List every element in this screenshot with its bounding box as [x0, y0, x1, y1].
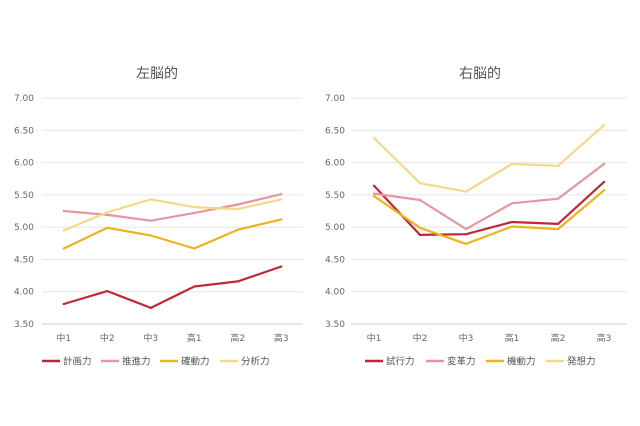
data-point [372, 136, 376, 140]
data-point [464, 242, 468, 246]
data-point [62, 209, 65, 213]
data-point [280, 193, 283, 196]
data-point [510, 162, 514, 165]
x-tick-label: 中1 [367, 332, 382, 344]
y-tick-label: 6.50 [325, 126, 345, 136]
x-tick-label: 中2 [413, 332, 428, 344]
data-point [464, 227, 468, 231]
data-point [556, 222, 560, 226]
x-tick-label: 高1 [187, 332, 202, 344]
chart-title: 左脳的 [136, 66, 178, 82]
data-point [372, 184, 376, 187]
data-point [149, 306, 152, 309]
data-point [556, 197, 560, 200]
data-point [193, 285, 196, 288]
data-point [418, 226, 422, 229]
data-point [149, 198, 152, 201]
x-tick-label: 中3 [459, 332, 474, 344]
data-point [280, 198, 283, 201]
data-point [236, 207, 239, 211]
legend-label: 確動力 [181, 356, 210, 368]
x-tick-label: 中2 [100, 332, 115, 344]
legend-label: 変革力 [447, 356, 476, 368]
series-line-計画力 [62, 265, 283, 309]
data-point [193, 211, 196, 215]
y-tick-label: 7.00 [325, 94, 345, 104]
chart-title: 右脳的 [459, 66, 501, 82]
x-tick-label: 高3 [597, 332, 612, 344]
y-tick-label: 5.50 [325, 191, 345, 201]
y-tick-label: 6.50 [14, 126, 34, 136]
y-tick-label: 5.50 [14, 191, 34, 201]
data-point [418, 182, 422, 185]
x-tick-label: 中1 [56, 332, 71, 344]
data-point [62, 247, 65, 250]
data-point [106, 211, 109, 214]
data-point [193, 247, 196, 250]
data-point [464, 190, 468, 193]
legend-label: 機動力 [507, 356, 536, 368]
x-tick-label: 高1 [505, 332, 520, 344]
y-tick-label: 6.00 [325, 159, 345, 169]
data-point [418, 233, 422, 236]
y-tick-label: 4.50 [14, 255, 34, 265]
y-tick-label: 3.50 [14, 320, 34, 330]
data-point [236, 203, 239, 206]
x-tick-label: 高2 [230, 332, 245, 344]
data-point [372, 192, 376, 195]
series-line-変革力 [372, 162, 606, 231]
data-point [193, 206, 196, 209]
x-tick-label: 高2 [551, 332, 566, 344]
data-point [149, 234, 152, 237]
data-point [372, 195, 376, 198]
series-line-確動力 [62, 218, 283, 250]
data-point [510, 225, 514, 228]
data-point [106, 213, 109, 216]
data-point [62, 229, 65, 232]
data-point [106, 289, 109, 293]
chart-2: 右脳的 7.00 6.50 6.00 5.50 5.00 4.50 4.00 3.50 中1 中2 中… [325, 66, 627, 368]
series-line-発想力 [372, 123, 606, 193]
data-point [602, 162, 606, 165]
y-tick-label: 5.00 [325, 223, 345, 233]
data-point [280, 265, 283, 268]
data-point [280, 218, 283, 221]
data-point [62, 302, 65, 306]
y-tick-label: 7.00 [14, 94, 34, 104]
data-point [602, 180, 606, 184]
data-point [556, 164, 560, 167]
data-point [556, 227, 560, 231]
legend-label: 試行力 [386, 356, 415, 368]
data-point [236, 228, 239, 231]
data-point [418, 198, 422, 202]
data-point [510, 202, 514, 205]
legend-label: 推進力 [122, 356, 151, 368]
legend-label: 分析力 [241, 356, 270, 368]
legend-label: 発想力 [567, 356, 596, 368]
data-point [510, 220, 514, 224]
y-tick-label: 4.00 [325, 288, 345, 298]
x-tick-label: 高3 [274, 332, 289, 344]
data-point [464, 233, 468, 236]
y-tick-label: 4.50 [325, 255, 345, 265]
chart-1: 左脳的 7.00 6.50 6.00 5.50 5.00 4.50 4.00 3.50 中1 中2 中… [14, 66, 303, 368]
y-tick-label: 5.00 [14, 223, 34, 233]
series-line-機動力 [372, 189, 606, 245]
x-tick-label: 中3 [143, 332, 158, 344]
series-line-試行力 [372, 180, 606, 236]
y-tick-label: 3.50 [325, 320, 345, 330]
series-line-分析力 [62, 198, 283, 232]
y-tick-label: 6.00 [14, 159, 34, 169]
legend-label: 計画力 [63, 356, 92, 368]
data-point [602, 189, 606, 192]
data-point [106, 226, 109, 229]
y-tick-label: 4.00 [14, 288, 34, 298]
data-point [149, 219, 152, 222]
data-point [236, 280, 239, 283]
data-point [602, 124, 606, 127]
